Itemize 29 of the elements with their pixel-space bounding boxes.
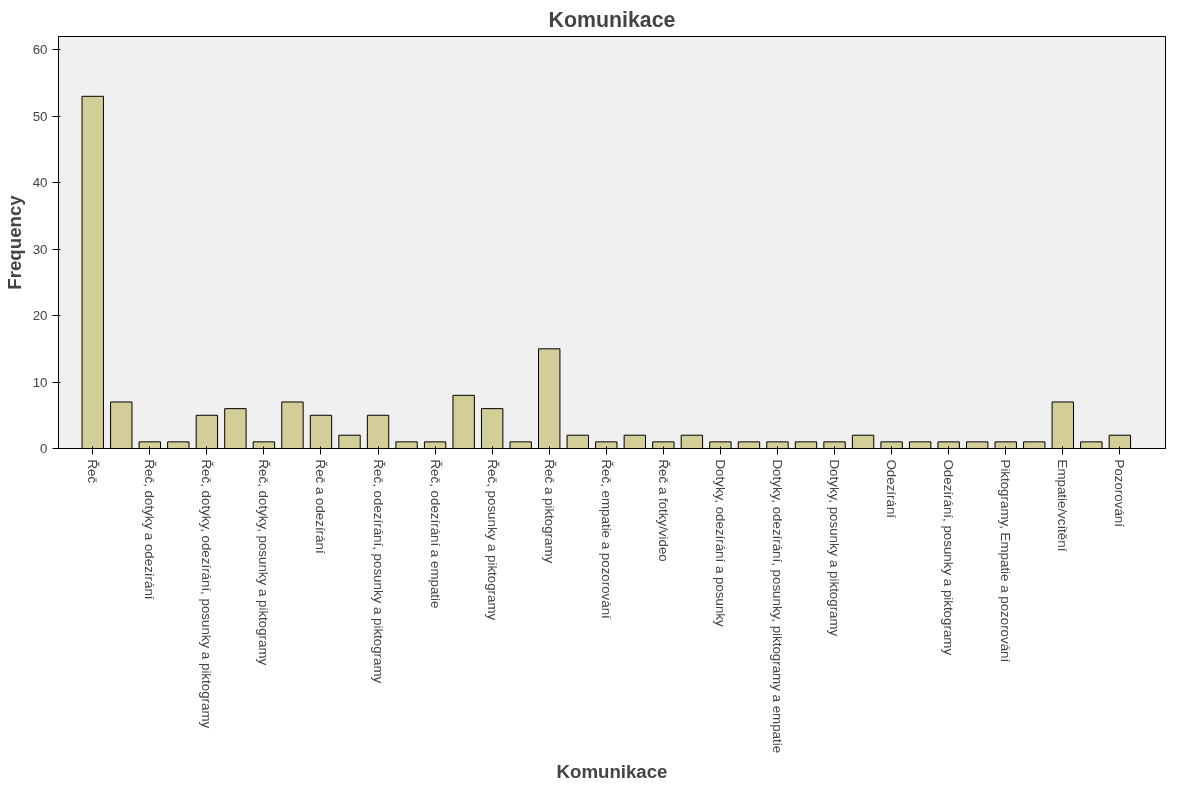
x-tick-label: Odezírání, posunky a piktogramy [941,459,957,656]
x-axis-title: Komunikace [556,761,668,783]
x-tick-label: Dotyky, odezírání, posunky, piktogramy a empatie [769,459,785,754]
y-tick-label: 0 [40,441,48,456]
y-tick-label: 20 [32,308,48,324]
y-tick-label: 10 [32,374,48,390]
y-tick-label: 40 [32,175,48,191]
x-tick-label: Řeč, dotyky, odezírání, posunky a piktogramy [199,459,215,729]
chart-title: Komunikace [548,7,676,32]
x-tick-label: Piktogramy, Empatie a pozorování [998,459,1014,663]
x-tick-label: Řeč, dotyky a odezírání [142,459,158,600]
x-tick-label: Řeč a fotky/video [655,459,671,562]
y-tick-label: 50 [32,108,48,124]
x-tick-label: Řeč, odezírání a empatie [427,459,443,609]
y-axis-title: Frequency [3,194,25,290]
x-tick-label: Dotyky, odezírání a posunky [712,459,728,628]
x-tick-label: Empatie/vcítění [1055,459,1071,552]
x-tick-label: Řeč a piktogramy [541,459,557,564]
x-tick-label: Řeč, dotyky, posunky a piktogramy [256,459,272,666]
x-tick-label: Řeč [85,459,101,484]
x-tick-label: Dotyky, posunky a piktogramy [827,459,843,637]
x-tick-label: Řeč a odezírání [313,459,329,554]
x-tick-label: Řeč, posunky a piktogramy [484,459,500,621]
x-tick-label: Pozorování [1112,459,1128,528]
y-tick-label: 60 [32,42,48,58]
y-tick-label: 30 [32,241,48,257]
x-tick-label: Odezírání [884,459,900,519]
x-tick-label: Řeč, odezírání, posunky a piktogramy [370,459,386,684]
x-tick-label: Řeč, empatie a pozorování [598,459,614,620]
